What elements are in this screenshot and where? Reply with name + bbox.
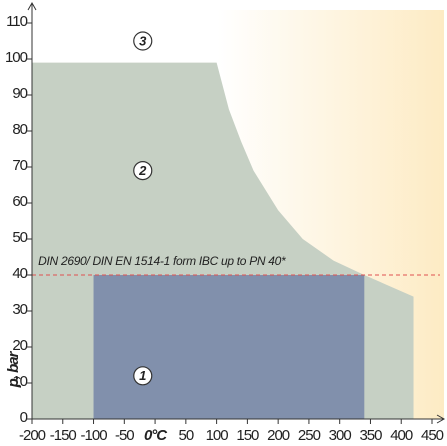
x-tick-label: 250: [298, 427, 321, 444]
y-tick-label: 100: [5, 49, 28, 66]
x-tick-label: 200: [267, 427, 290, 444]
x-tick-label: 450: [421, 427, 444, 444]
x-tick-label: 350: [359, 427, 382, 444]
x-tick-label: -200: [19, 427, 46, 444]
x-tick-label: -150: [50, 427, 77, 444]
y-tick-label: 60: [12, 193, 27, 210]
y-axis-arrow: [27, 1, 37, 11]
x-tick-label: -100: [81, 427, 108, 444]
region-label: 1: [139, 368, 146, 383]
x-tick-label: 0°C: [144, 427, 168, 444]
x-tick-label: 400: [390, 427, 413, 444]
y-tick-label: 70: [12, 157, 27, 174]
region-badge: [133, 366, 153, 386]
region: [93, 275, 365, 419]
x-tick-label: 50: [179, 427, 194, 444]
y-tick-label: 40: [12, 265, 27, 282]
x-tick-label: 100: [206, 427, 229, 444]
y-axis-label: p, bar: [5, 350, 22, 388]
y-tick-label: 110: [6, 13, 28, 30]
x-tick-label: 150: [236, 427, 259, 444]
y-tick-label: 90: [12, 85, 27, 102]
x-tick-label: -50: [115, 427, 134, 444]
y-tick-label: 20: [12, 337, 27, 354]
y-tick-label: 30: [12, 301, 27, 318]
y-tick-label: 0: [20, 409, 28, 426]
x-axis-arrow: [436, 414, 446, 424]
x-tick-label: 300: [329, 427, 352, 444]
region-badge: [133, 161, 153, 181]
y-tick-label: 50: [12, 229, 27, 246]
region-label: 2: [138, 163, 147, 178]
y-tick-label: 10: [12, 373, 27, 390]
region-badge: [133, 31, 153, 51]
y-tick-label: 80: [12, 121, 27, 138]
reference-label: DIN 2690/ DIN EN 1514-1 form IBC up to P…: [38, 254, 286, 268]
region-label: 3: [139, 33, 147, 48]
